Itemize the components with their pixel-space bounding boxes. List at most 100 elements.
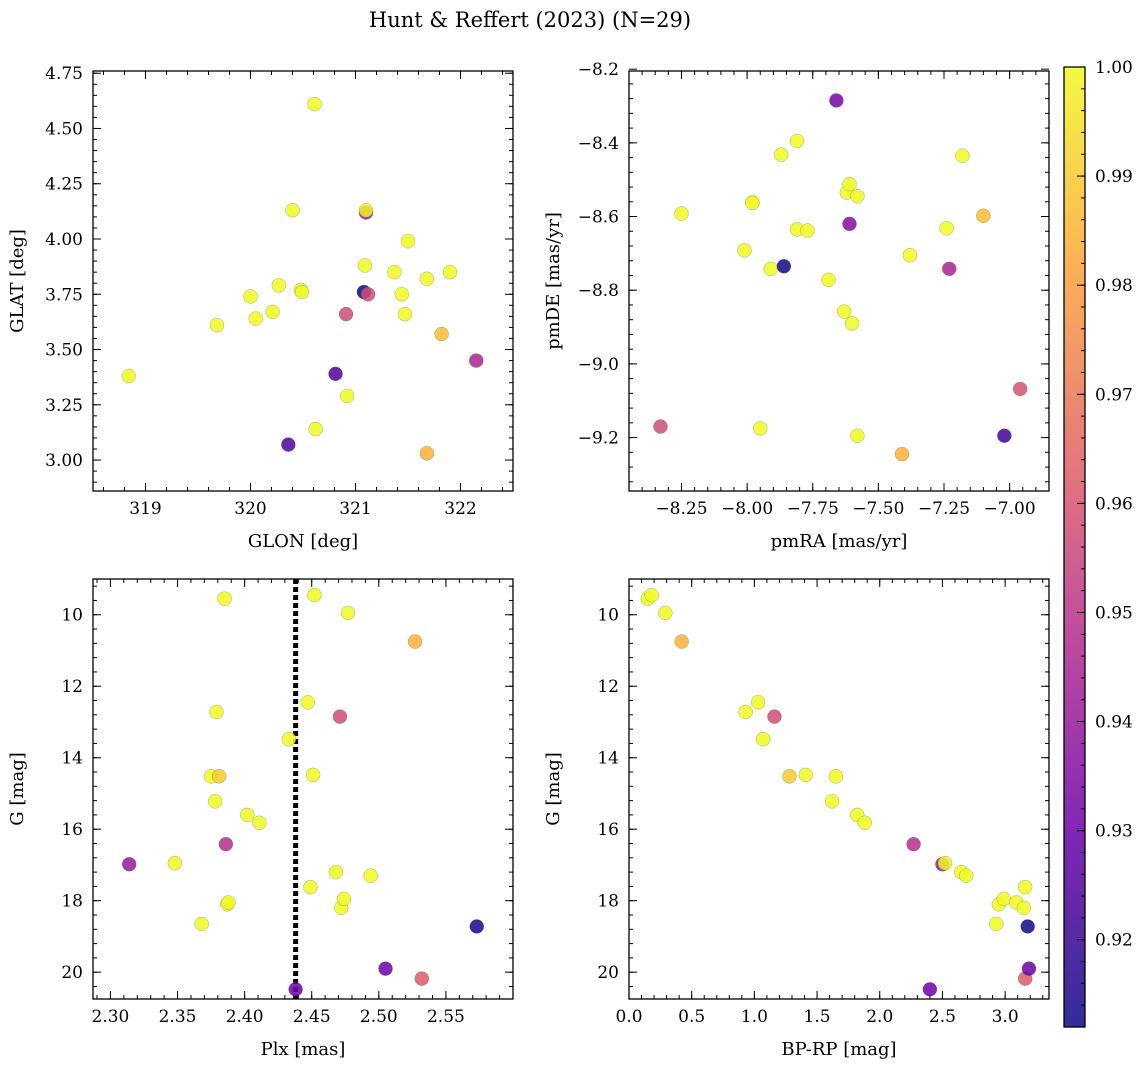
colorbar-tick-label: 1.00 (1095, 58, 1133, 78)
data-point (837, 304, 852, 319)
data-point (340, 605, 356, 621)
data-point (360, 287, 376, 302)
data-point (745, 195, 760, 211)
x-tick-label: 2.40 (226, 1007, 264, 1027)
data-point (782, 769, 797, 784)
x-tick-label: 319 (129, 499, 161, 519)
colorbar-tick-label: 0.95 (1095, 603, 1133, 623)
data-point (338, 306, 354, 322)
data-point (407, 634, 423, 649)
x-tick-label: 321 (339, 499, 371, 519)
data-point (821, 272, 836, 288)
y-tick-label: 14 (597, 749, 619, 769)
y-tick-label: 3.50 (45, 341, 83, 361)
data-point (753, 421, 768, 436)
data-point (167, 855, 183, 871)
data-point (644, 587, 659, 603)
data-point (842, 176, 857, 192)
data-point (308, 421, 323, 437)
data-point (336, 891, 352, 907)
data-point (357, 258, 373, 273)
data-point (939, 221, 954, 236)
axes-frame (92, 70, 514, 492)
scatter-points (640, 587, 1037, 997)
data-point (328, 366, 343, 382)
x-tick-label: −8.00 (721, 499, 773, 519)
data-point (767, 709, 782, 724)
data-point (400, 234, 416, 249)
data-point (857, 815, 872, 830)
data-point (218, 837, 234, 852)
data-point (434, 326, 449, 342)
data-point (1021, 961, 1037, 976)
y-tick-label: −9.0 (578, 355, 619, 375)
x-tick-label: 1.0 (741, 1007, 768, 1027)
data-point (121, 368, 136, 384)
y-tick-label: 16 (61, 820, 83, 840)
data-point (243, 289, 258, 304)
data-point (828, 769, 844, 784)
data-point (844, 316, 860, 331)
y-tick-label: 12 (597, 677, 619, 697)
data-point (955, 148, 970, 163)
data-point (194, 916, 209, 932)
data-point (959, 868, 974, 883)
scatter-points (653, 93, 1028, 462)
data-point (122, 857, 137, 872)
x-tick-label: 2.0 (866, 1007, 893, 1027)
scatter-points (122, 587, 484, 997)
x-tick-label: −7.00 (984, 499, 1036, 519)
data-point (850, 428, 865, 443)
x-axis-label: pmRA [mas/yr] (771, 531, 908, 552)
data-point (824, 794, 840, 809)
data-point (989, 916, 1004, 932)
data-point (240, 807, 255, 823)
x-tick-label: −7.75 (787, 499, 839, 519)
data-point (332, 709, 348, 724)
data-point (922, 982, 938, 997)
data-point (850, 189, 865, 204)
panel-plx-g: 2.30 2.35 2.40 2.45 2.50 2.55 10 12 14 16 18 20 Plx … (7, 578, 514, 1060)
y-tick-label: 10 (61, 606, 83, 626)
colorbar-tick-label: 0.98 (1095, 276, 1133, 296)
data-point (217, 591, 232, 606)
data-point (842, 216, 857, 232)
data-point (942, 261, 957, 277)
y-axis-label: pmDE [mas/yr] (543, 212, 564, 350)
data-point (653, 419, 668, 434)
x-tick-label: 2.30 (92, 1007, 130, 1027)
data-point (906, 837, 921, 852)
x-tick-label: 0.0 (615, 1007, 642, 1027)
y-tick-label: 10 (597, 606, 619, 626)
ticks (93, 71, 513, 491)
data-point (305, 767, 321, 783)
panel-pm: −8.25 −8.00 −7.75 −7.50 −7.25 −7.00 −9.2 −9.0 −8… (543, 60, 1050, 552)
y-tick-label: 4.50 (45, 119, 83, 139)
y-tick-label: 4.75 (45, 64, 83, 84)
colorbar-tick-label: 0.99 (1095, 167, 1133, 187)
x-axis-label: Plx [mas] (261, 1039, 346, 1060)
y-tick-label: 14 (61, 749, 83, 769)
data-point (776, 259, 792, 274)
data-point (674, 634, 689, 649)
data-point (288, 982, 303, 997)
y-tick-label: 20 (597, 963, 619, 983)
axes-frame (92, 578, 514, 1000)
data-point (937, 855, 953, 871)
data-point (285, 203, 300, 218)
data-point (307, 587, 322, 603)
x-tick-label: −8.25 (655, 499, 707, 519)
data-point (1016, 900, 1032, 916)
data-point (303, 879, 318, 895)
y-tick-label: −8.8 (578, 281, 619, 301)
y-tick-label: −8.6 (578, 208, 619, 228)
data-point (328, 864, 344, 880)
data-point (1012, 381, 1028, 397)
data-point (976, 208, 991, 223)
ticks (628, 579, 1049, 999)
data-point (469, 353, 484, 368)
data-point (798, 767, 813, 783)
y-tick-label: −8.4 (578, 134, 619, 154)
data-point (774, 147, 789, 162)
